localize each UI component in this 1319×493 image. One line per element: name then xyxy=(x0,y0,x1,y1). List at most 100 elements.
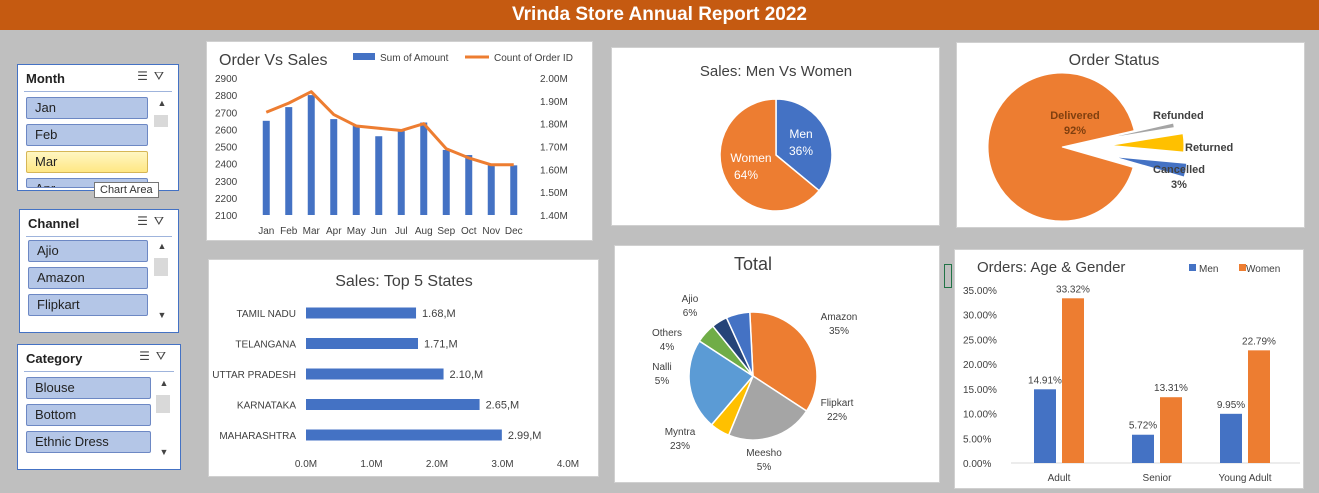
clear-filter-icon[interactable]: ⛛ xyxy=(155,349,172,363)
y-tick-label: 2900 xyxy=(215,74,238,85)
legend-label: Sum of Amount xyxy=(380,53,449,64)
data-label: 1.71,M xyxy=(424,339,458,351)
data-label: 2.65,M xyxy=(486,400,520,412)
data-label: Amazon xyxy=(821,312,858,323)
slicer-divider xyxy=(24,371,174,372)
data-label: 4% xyxy=(660,342,675,353)
clear-filter-icon[interactable]: ⛛ xyxy=(153,214,170,228)
bar-women xyxy=(1248,350,1270,463)
x-tick-label: Young Adult xyxy=(1218,473,1271,484)
data-label: Ajio xyxy=(682,294,699,305)
y-tick-label: 2800 xyxy=(215,91,238,102)
channel-total-chart[interactable]: Total Amazon 35% Flipkart 22% Meesho 5% Myntra 2… xyxy=(614,245,940,483)
bar-amount xyxy=(285,107,293,215)
y-tick-label: 2300 xyxy=(215,177,238,188)
bar-state xyxy=(306,399,480,410)
data-label: Returned xyxy=(1185,142,1233,154)
scroll-down-icon[interactable]: ▼ xyxy=(159,447,169,457)
bar-amount xyxy=(465,155,473,215)
bar-amount xyxy=(510,165,518,215)
bar-state xyxy=(306,307,417,319)
line-order-count xyxy=(265,90,514,167)
age-gender-chart[interactable]: Orders: Age & Gender Men Women 35.00% 30.00%… xyxy=(954,249,1304,489)
y-tick-label: 15.00% xyxy=(963,385,997,396)
order-status-chart[interactable]: Order Status Delivered 92% Refunded Returned… xyxy=(956,42,1305,228)
slicer-item-amazon[interactable]: Amazon xyxy=(28,267,148,289)
legend-label: Men xyxy=(1199,264,1218,275)
chart-title: Orders: Age & Gender xyxy=(977,259,1125,276)
y-tick-label: 30.00% xyxy=(963,311,997,322)
slicer-scrollbar-thumb[interactable] xyxy=(154,258,168,276)
month-slicer[interactable]: Month ☰⛛ Jan Feb Mar Apr ▲ xyxy=(17,64,179,191)
scroll-up-icon[interactable]: ▲ xyxy=(157,98,167,108)
channel-slicer[interactable]: Channel ☰⛛ Ajio Amazon Flipkart ▲ ▼ xyxy=(19,209,179,333)
slicer-divider xyxy=(24,91,172,92)
slicer-item-feb[interactable]: Feb xyxy=(26,124,148,146)
x-tick-label: Jan xyxy=(258,226,274,237)
data-label: Men xyxy=(789,127,812,141)
order-vs-sales-chart[interactable]: Order Vs Sales Sum of Amount Count of Orde… xyxy=(206,41,593,241)
y2-tick-label: 1.80M xyxy=(540,120,568,131)
slicer-item-ajio[interactable]: Ajio xyxy=(28,240,148,262)
sales-men-women-chart[interactable]: Sales: Men Vs Women Men 36% Women 64% xyxy=(611,47,940,226)
x-tick-label: Oct xyxy=(461,226,477,237)
slicer-title: Category xyxy=(26,351,83,366)
multi-select-icon[interactable]: ☰ xyxy=(137,214,154,228)
multi-select-icon[interactable]: ☰ xyxy=(137,69,154,83)
multi-select-icon[interactable]: ☰ xyxy=(139,349,156,363)
bar-men xyxy=(1132,434,1154,463)
y-tick-label: 0.00% xyxy=(963,459,991,470)
legend-swatch-men xyxy=(1189,264,1196,271)
clear-filter-icon[interactable]: ⛛ xyxy=(153,69,170,83)
slicer-item-blouse[interactable]: Blouse xyxy=(26,377,151,399)
report-banner: Vrinda Store Annual Report 2022 xyxy=(0,0,1319,30)
bar-amount xyxy=(262,120,270,215)
bar-amount xyxy=(420,122,428,215)
slicer-scrollbar-thumb[interactable] xyxy=(156,395,170,413)
data-label: 35% xyxy=(829,326,849,337)
slicer-item-flipkart[interactable]: Flipkart xyxy=(28,294,148,316)
x-tick-label: Mar xyxy=(303,226,321,237)
scroll-up-icon[interactable]: ▲ xyxy=(157,241,167,251)
y2-tick-label: 1.50M xyxy=(540,188,568,199)
x-tick-label: Aug xyxy=(415,226,433,237)
y-tick-label: 5.00% xyxy=(963,434,991,445)
pie-slice-men xyxy=(775,98,833,192)
pie-slice-ajio xyxy=(725,311,754,377)
pie-slice-cancelled xyxy=(1112,156,1188,178)
slicer-item-bottom[interactable]: Bottom xyxy=(26,404,151,426)
scroll-up-icon[interactable]: ▲ xyxy=(159,378,169,388)
slicer-item-mar[interactable]: Mar xyxy=(26,151,148,173)
y-tick-label: 2600 xyxy=(215,125,238,136)
top-states-chart[interactable]: Sales: Top 5 States TAMIL NADU 1.68,M TELAN… xyxy=(208,259,599,477)
data-label: Delivered xyxy=(1050,110,1100,122)
scroll-down-icon[interactable]: ▼ xyxy=(157,310,167,320)
category-label: UTTAR PRADESH xyxy=(212,370,296,381)
data-label: Flipkart xyxy=(821,398,854,409)
pie-slice-flipkart xyxy=(727,374,808,441)
selection-handle xyxy=(944,264,952,288)
slicer-item-jan[interactable]: Jan xyxy=(26,97,148,119)
x-tick-label: Feb xyxy=(280,226,298,237)
x-tick-label: Adult xyxy=(1048,473,1071,484)
y2-tick-label: 2.00M xyxy=(540,74,568,85)
data-label: 92% xyxy=(1064,125,1086,137)
x-tick-label: Jul xyxy=(395,226,408,237)
y2-tick-label: 1.60M xyxy=(540,165,568,176)
x-tick-label: Apr xyxy=(326,226,342,237)
data-label: 6% xyxy=(683,308,698,319)
slicer-item-ethnic-dress[interactable]: Ethnic Dress xyxy=(26,431,151,453)
data-label: 14.91% xyxy=(1028,375,1062,386)
data-label: Others xyxy=(652,328,682,339)
data-label: Cancelled xyxy=(1153,164,1205,176)
x-tick-label: May xyxy=(347,226,366,237)
slicer-scrollbar-thumb[interactable] xyxy=(154,115,168,127)
slicer-title: Channel xyxy=(28,216,80,231)
x-tick-label: 4.0M xyxy=(557,459,579,470)
data-label: 5.72% xyxy=(1129,421,1157,432)
legend-label: Count of Order ID xyxy=(494,53,573,64)
data-label: Nalli xyxy=(652,362,671,373)
category-slicer[interactable]: Category ☰⛛ Blouse Bottom Ethnic Dress ▲… xyxy=(17,344,181,470)
legend-swatch-bar xyxy=(353,53,375,60)
slicer-title: Month xyxy=(26,71,65,86)
